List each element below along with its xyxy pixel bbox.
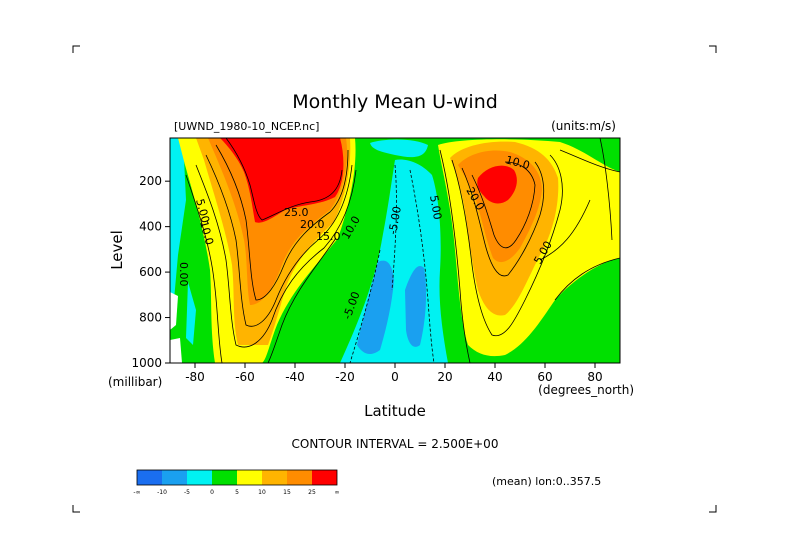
colorbar-swatch: [262, 470, 287, 485]
contour-label: 25.0: [284, 206, 309, 219]
contour-line: [461, 161, 545, 277]
cyan-region-south-low: [186, 282, 196, 345]
x-tick-label: 20: [437, 370, 452, 384]
colorbar-frame: [136, 469, 338, 486]
colorbar-swatch: [162, 470, 187, 485]
y-unit-label: (millibar): [108, 375, 162, 389]
colorbar-swatch: [212, 470, 237, 485]
contour-label: 15.0: [316, 230, 341, 243]
x-unit-label: (degrees_north): [538, 383, 634, 397]
chart-title: Monthly Mean U-wind: [292, 91, 498, 113]
contour-label: 10.0: [504, 153, 531, 172]
y-tick-label: 400: [139, 220, 162, 234]
y-tick-label: 800: [139, 311, 162, 325]
colorbar-label: 25: [308, 489, 316, 496]
y-tick-label: 200: [139, 174, 162, 188]
contour-line: [185, 174, 223, 363]
green-region-north-top: [590, 138, 620, 165]
colorbar-label: ∞: [335, 489, 340, 496]
contour-line: [554, 257, 620, 301]
red-region-north: [477, 165, 517, 204]
colorbar-swatch: [237, 470, 262, 485]
colorbar-label: 15: [283, 489, 291, 496]
colorbar-swatch: [287, 470, 312, 485]
contour-label: 0.00: [177, 262, 190, 287]
contour-lines: [185, 138, 620, 363]
contour-line: [195, 164, 357, 348]
contour-label: 5.00: [193, 197, 212, 224]
contour-labels: 25.0 20.0 15.0 10.0 5.00 0.00 -5.00 10.0…: [177, 153, 555, 321]
x-axis-title: Latitude: [364, 402, 426, 420]
y-axis-title: Level: [108, 230, 126, 270]
x-tick-label: 60: [537, 370, 552, 384]
x-axis: -80 -60 -40 -20 0 20 40 60 80: [185, 363, 603, 384]
colorbar-label: -10: [157, 489, 167, 496]
white-region-south: [170, 292, 178, 330]
contour-line: [539, 199, 591, 261]
contour-label: 5.00: [427, 194, 444, 220]
contour-line: [267, 237, 337, 363]
contour-line: [215, 144, 349, 301]
y-tick-label: 1000: [131, 356, 162, 370]
contour-line: [439, 149, 471, 363]
cyan-region-south-pole: [170, 138, 186, 300]
contour-line: [559, 149, 620, 173]
mean-label: (mean) lon:0..357.5: [492, 475, 601, 488]
colorbar-label: 5: [235, 489, 239, 496]
colorbar-label: 0: [210, 489, 214, 496]
contour-line: [409, 169, 435, 363]
corner-marks: [72, 45, 717, 513]
colorbar-label: -∞: [133, 489, 140, 496]
colorbar-swatch: [312, 470, 337, 485]
colorbar: -∞ -10 -5 0 5 10 15 25 ∞: [133, 469, 340, 496]
x-tick-label: -60: [235, 370, 255, 384]
y-axis: 200 400 600 800 1000: [131, 174, 170, 370]
cyan-region-top: [370, 139, 428, 158]
blue-region-equator-2: [405, 266, 427, 347]
contour-line: [471, 161, 536, 249]
x-tick-label: 80: [587, 370, 602, 384]
contour-line: [225, 138, 343, 221]
contour-line: [349, 249, 381, 363]
colorbar-label: -5: [184, 489, 190, 496]
white-region-south-2: [170, 338, 182, 363]
x-tick-label: 0: [391, 370, 399, 384]
blue-region-equator: [357, 260, 394, 355]
contour-line: [451, 154, 563, 337]
x-tick-label: -20: [335, 370, 355, 384]
colorbar-swatch: [187, 470, 212, 485]
x-tick-label: -80: [185, 370, 205, 384]
contour-line: [391, 164, 397, 291]
contour-line: [205, 154, 353, 327]
contour-label: 20.0: [300, 218, 325, 231]
contour-interval-label: CONTOUR INTERVAL = 2.500E+00: [292, 437, 499, 451]
dataset-label: [UWND_1980-10_NCEP.nc]: [174, 120, 319, 133]
colorbar-swatch: [137, 470, 162, 485]
x-tick-label: -40: [285, 370, 305, 384]
contour-label: 10.0: [197, 219, 216, 246]
y-tick-label: 600: [139, 265, 162, 279]
contour-line: [599, 138, 613, 241]
colorbar-label: 10: [258, 489, 266, 496]
units-label: (units:m/s): [551, 119, 616, 133]
contour-label: -5.00: [386, 205, 404, 235]
x-tick-label: 40: [487, 370, 502, 384]
